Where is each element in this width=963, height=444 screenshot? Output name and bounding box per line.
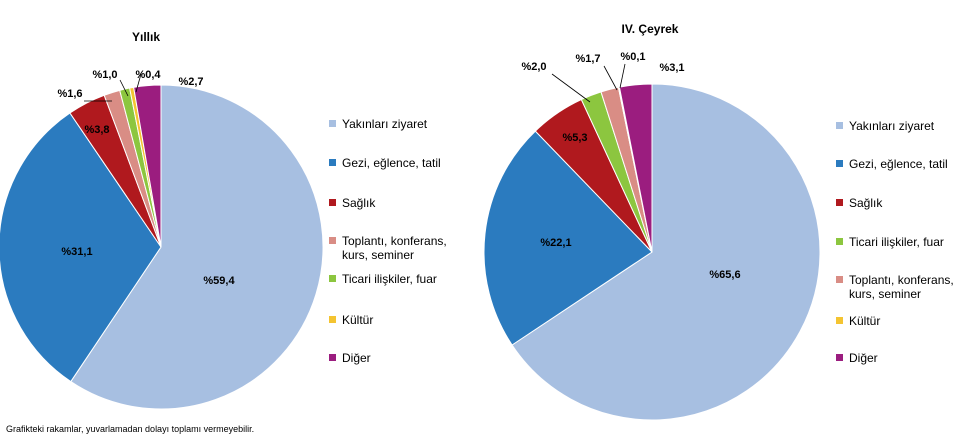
data-label-toplantı-konferans-kurs-seminer: %1,7 (575, 53, 600, 65)
legend-label: Gezi, eğlence, tatil (342, 156, 441, 170)
data-label-kültür: %0,4 (135, 69, 161, 81)
pie-slice-diğer (133, 84, 162, 248)
pie-chart-1: IV. Çeyrek %65,6 %22,1 %5,3 %2,0 %1,7 %0,1 %3,1 (483, 22, 821, 421)
legend-swatch (329, 237, 336, 244)
legend-swatch (329, 354, 336, 361)
data-label-gezi-eğlence-tatil: %31,1 (61, 246, 92, 258)
legend-label: Toplantı, konferans, kurs, seminer (342, 234, 447, 262)
data-label-ticari-ilişkiler-fuar: %2,0 (521, 61, 546, 73)
legend-label: Diğer (342, 351, 371, 365)
legend-label: Kültür (342, 313, 374, 327)
leader-line (119, 79, 129, 97)
legend-swatch (836, 160, 843, 167)
chart-title: IV. Çeyrek (622, 22, 679, 36)
leader-line (551, 73, 591, 103)
data-label-sağlık: %3,8 (84, 124, 109, 136)
data-label-diğer: %3,1 (659, 62, 684, 74)
legend-swatch (836, 354, 843, 361)
data-label-yakınları-ziyaret: %65,6 (709, 269, 740, 281)
legend-label: Diğer (849, 351, 878, 365)
legend-swatch (329, 316, 336, 323)
leader-line (135, 73, 142, 93)
leader-line (619, 63, 626, 89)
legend-swatch (836, 199, 843, 206)
legend-label: Ticari ilişkiler, fuar (849, 235, 944, 249)
legend-label: Sağlık (342, 196, 376, 210)
legend-label: Yakınları ziyaret (849, 119, 935, 133)
legend-swatch (329, 120, 336, 127)
data-label-gezi-eğlence-tatil: %22,1 (540, 237, 571, 249)
legend-swatch (836, 276, 843, 283)
legend-swatch (329, 199, 336, 206)
data-label-ticari-ilişkiler-fuar: %1,0 (92, 69, 117, 81)
legend-label: Kültür (849, 314, 881, 328)
legend-label: Toplantı, konferans, kurs, seminer (849, 273, 954, 301)
pie-slice-gezi-eğlence-tatil (483, 130, 653, 346)
legend-swatch (836, 238, 843, 245)
chart-title: Yıllık (132, 30, 160, 44)
data-label-sağlık: %5,3 (562, 132, 587, 144)
pie-slice-diğer (618, 83, 653, 253)
legend-swatch (329, 159, 336, 166)
pie-chart-0: Yıllık %59,4 %31,1 %3,8 %1,6 %1,0 %0,4 %2,7 (0, 30, 324, 410)
legend-label: Yakınları ziyaret (342, 117, 428, 131)
legend-swatch (836, 317, 843, 324)
data-label-kültür: %0,1 (620, 51, 645, 63)
legend-label: Ticari ilişkiler, fuar (342, 272, 437, 286)
leader-line (603, 65, 618, 91)
data-label-yakınları-ziyaret: %59,4 (203, 275, 235, 287)
legend-swatch (329, 275, 336, 282)
pie-slice-yakınları-ziyaret (511, 83, 821, 421)
legend-label: Gezi, eğlence, tatil (849, 157, 948, 171)
data-label-toplantı-konferans-kurs-seminer: %1,6 (57, 88, 82, 100)
legend-label: Sağlık (849, 196, 883, 210)
pie-slice-gezi-eğlence-tatil (0, 112, 162, 383)
footnote: Grafikteki rakamlar, yuvarlamadan dolayı… (6, 424, 255, 434)
data-label-diğer: %2,7 (178, 76, 203, 88)
legend-swatch (836, 122, 843, 129)
pie-slice-yakınları-ziyaret (70, 84, 324, 410)
